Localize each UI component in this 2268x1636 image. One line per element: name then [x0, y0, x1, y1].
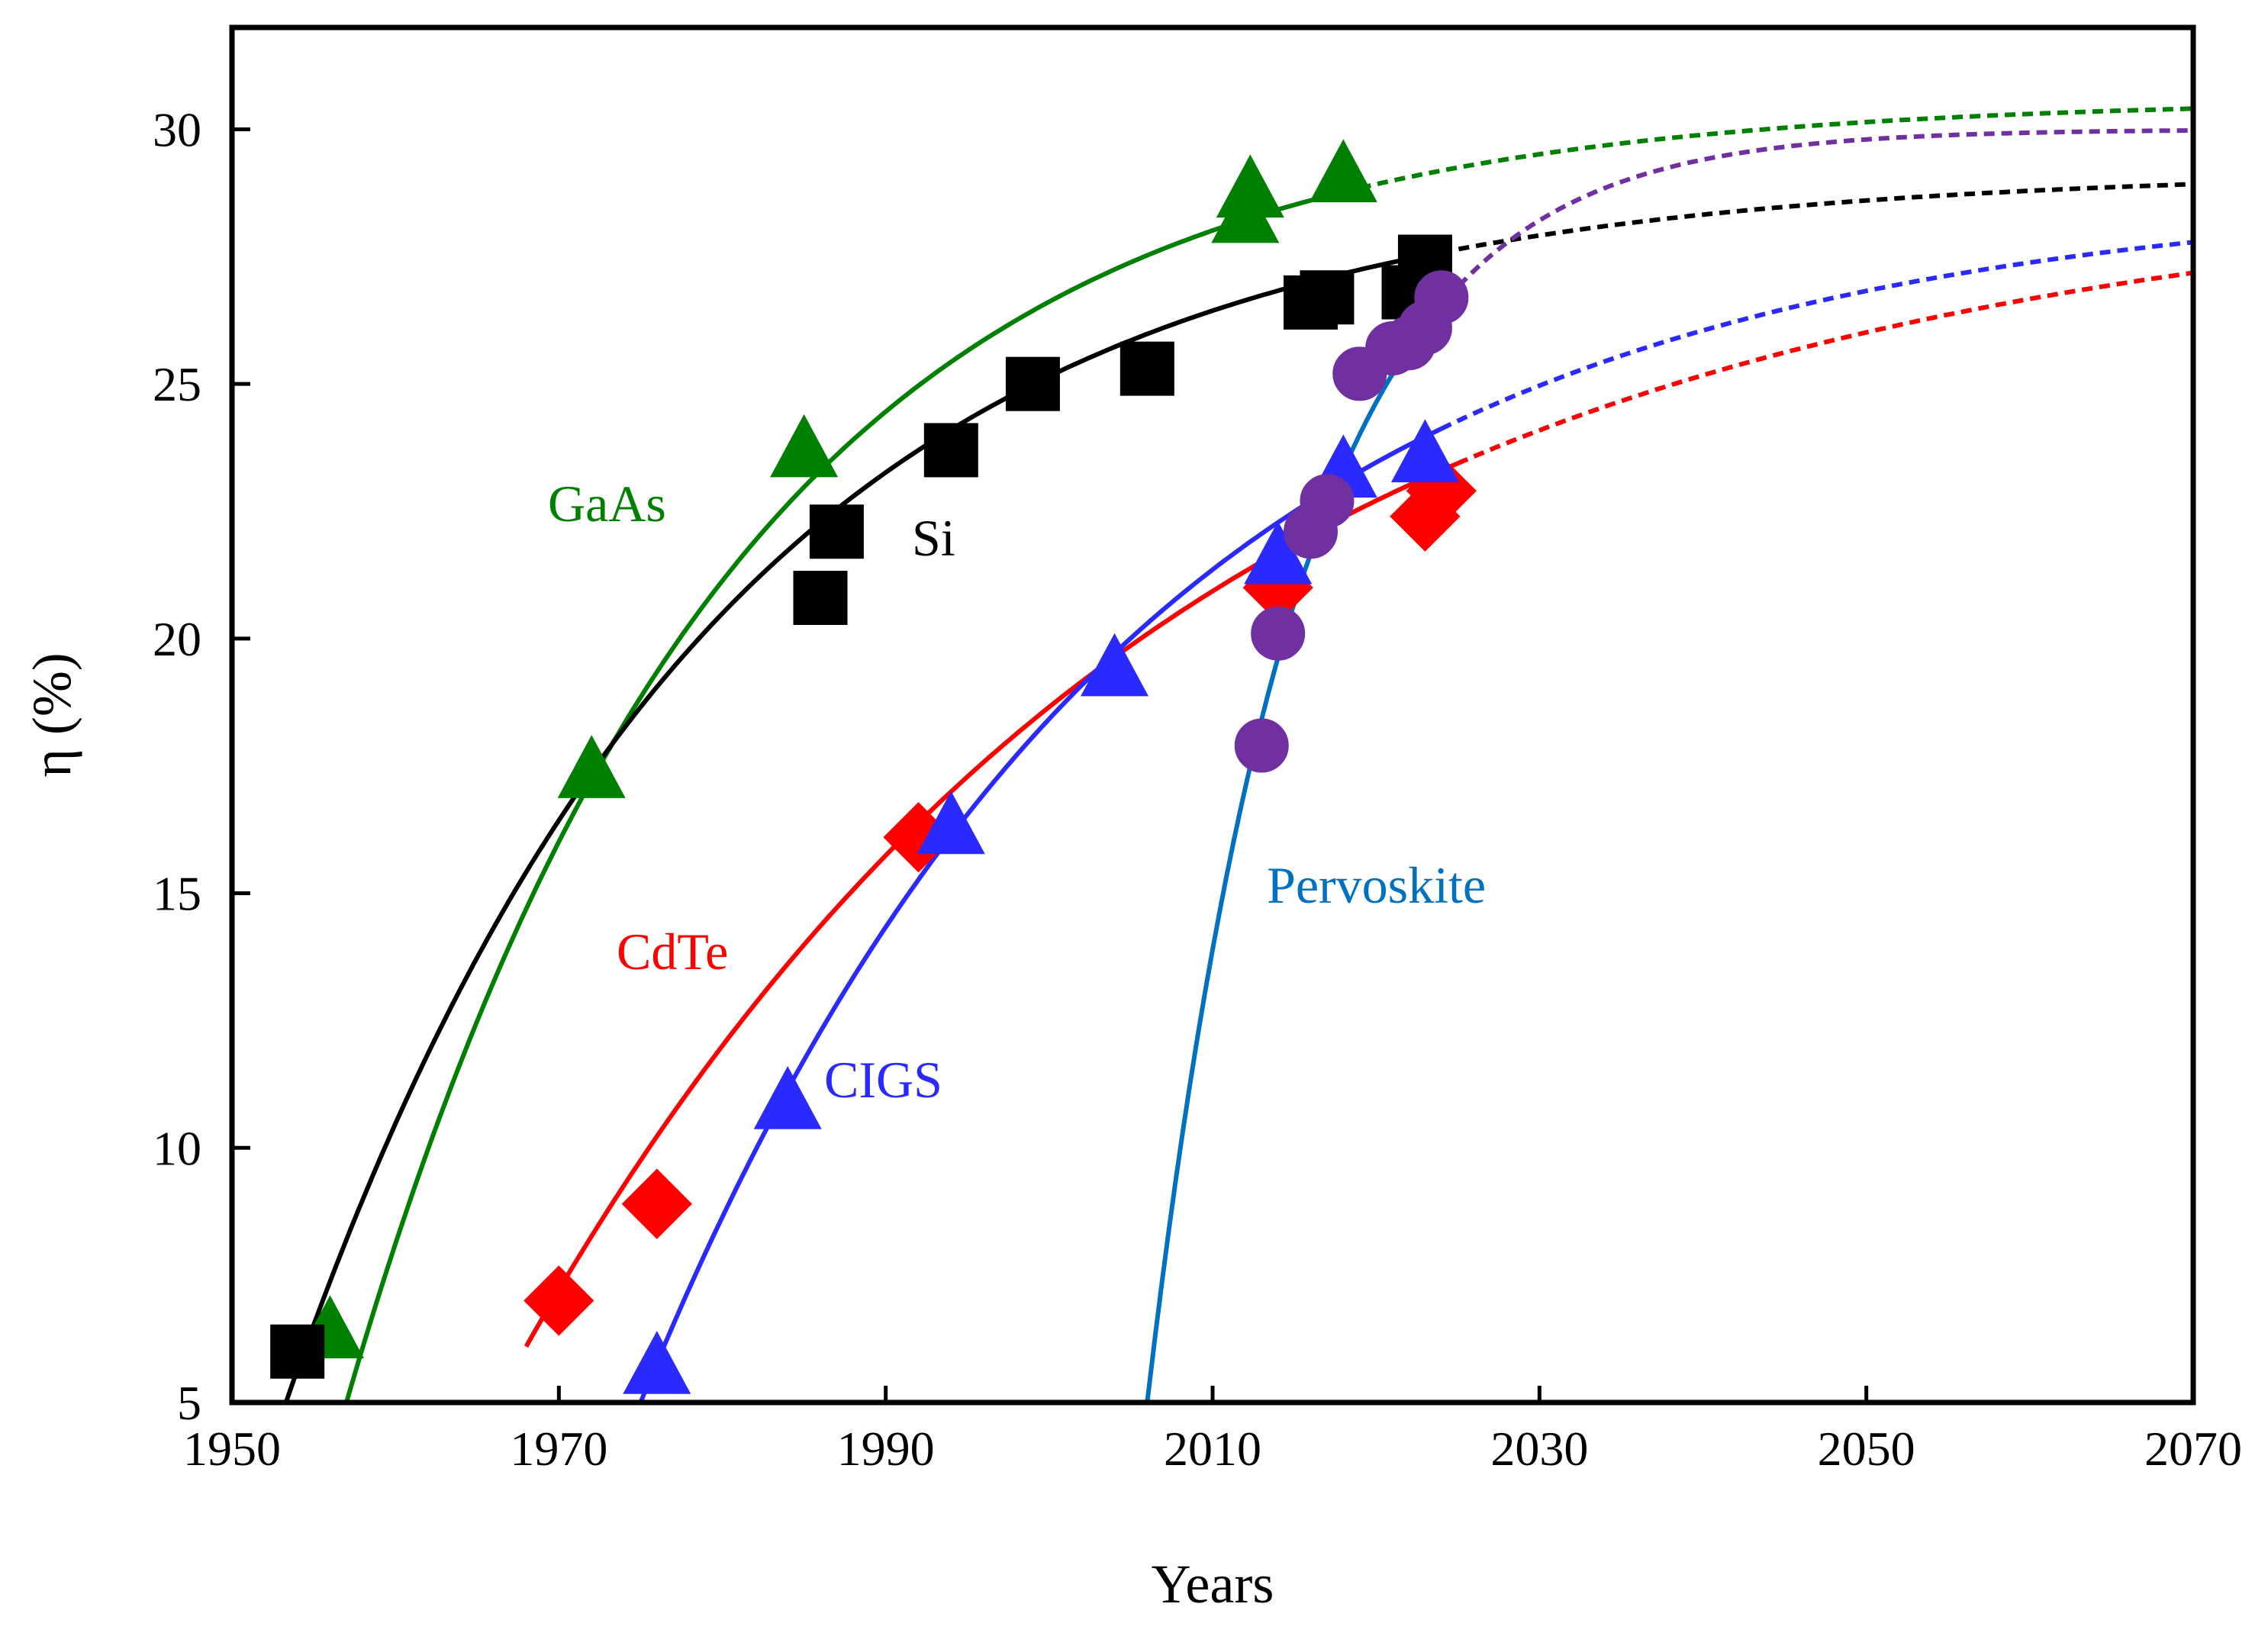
- markers-layer: [270, 139, 1477, 1394]
- data-point-cigs: [917, 791, 985, 855]
- x-tick-label: 2070: [2144, 1422, 2242, 1476]
- series-label-gaas: GaAs: [548, 475, 666, 533]
- projection-line-si: [1441, 182, 2194, 255]
- data-point-si: [923, 423, 978, 478]
- data-point-si: [1005, 356, 1060, 411]
- series-label-si: Si: [912, 509, 955, 567]
- data-point-cigs: [1390, 419, 1459, 483]
- data-point-si: [793, 570, 848, 625]
- data-point-si: [809, 504, 864, 559]
- x-axis-title: Years: [1152, 1554, 1274, 1615]
- y-tick-label: 15: [153, 867, 201, 921]
- y-tick-label: 20: [153, 612, 201, 666]
- x-tick-label: 1950: [183, 1422, 281, 1476]
- projection-line-gaas: [1342, 106, 2194, 195]
- data-point-gaas: [1309, 139, 1377, 202]
- y-tick-label: 10: [153, 1121, 201, 1175]
- data-point-cigs: [1080, 633, 1149, 697]
- data-point-gaas: [770, 414, 839, 478]
- data-point-cigs: [753, 1066, 822, 1129]
- data-point-cdte: [524, 1265, 594, 1336]
- data-point-gaas: [1216, 154, 1284, 218]
- series-label-cdte: CdTe: [617, 923, 728, 981]
- x-tick-label: 2030: [1490, 1422, 1588, 1476]
- axes-layer: 1950 1970 1990 2010 2030 2050 2070 5 10 15 20 25 30: [153, 102, 2242, 1476]
- data-point-cigs: [1244, 520, 1313, 585]
- data-point-cigs: [623, 1331, 691, 1394]
- y-tick-label: 25: [153, 357, 201, 411]
- data-point-si: [1300, 270, 1355, 325]
- x-tick-label: 1970: [510, 1422, 607, 1476]
- data-point-gaas: [557, 735, 626, 798]
- data-point-si: [270, 1324, 325, 1379]
- x-tick-label: 2010: [1164, 1422, 1261, 1476]
- data-point-pervoskite: [1300, 474, 1355, 529]
- data-point-cdte: [621, 1168, 692, 1239]
- x-tick-label: 2050: [1818, 1422, 1915, 1476]
- y-tick-label: 30: [153, 102, 201, 156]
- data-point-pervoskite: [1414, 270, 1469, 325]
- fit-line-si: [283, 250, 1442, 1403]
- data-point-si: [1120, 341, 1174, 396]
- series-label-pervoskite: Pervoskite: [1267, 856, 1486, 914]
- data-point-pervoskite: [1251, 606, 1306, 661]
- y-tick-label: 5: [177, 1376, 201, 1430]
- data-point-pervoskite: [1234, 718, 1289, 773]
- projection-line-pervoskite: [1423, 128, 2193, 327]
- projection-line-cigs: [1440, 240, 2194, 431]
- x-tick-label: 1990: [837, 1422, 935, 1476]
- fit-line-gaas: [344, 189, 1345, 1403]
- series-label-cigs: CIGS: [824, 1051, 942, 1109]
- y-axis-title: η (%): [21, 652, 82, 778]
- projection-line-cdte: [1457, 270, 2194, 465]
